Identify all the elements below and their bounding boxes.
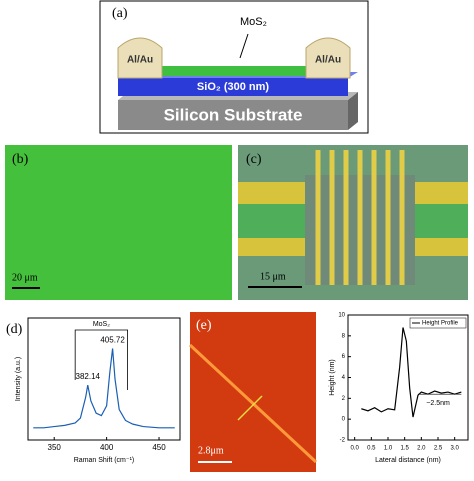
bracket-label: MoS₂ [93,321,110,328]
y-tick-label: 10 [338,313,345,319]
x-tick-label: 0.5 [367,446,376,452]
panel-label: (c) [246,152,262,167]
y-axis-label: Height (nm) [329,359,336,396]
substrate-label: Silicon Substrate [164,105,303,124]
panel-label: (b) [12,152,29,167]
x-tick-label: 350 [48,443,62,452]
oxide [118,78,348,96]
oxide-label: SiO₂ (300 nm) [197,81,269,93]
mos2-layer [150,66,318,76]
x-tick-label: 0.0 [350,446,359,452]
electrode-label: Al/Au [315,55,341,66]
bracket [74,329,128,390]
x-tick-label: 1.0 [384,446,393,452]
plot-frame [347,314,469,441]
substrate [118,100,348,130]
electrode-left [117,37,163,79]
electrode-label: Al/Au [127,55,153,66]
afm-image [190,312,316,472]
y-axis-label: Intensity (a.u.) [15,357,22,401]
legend-box [409,317,467,329]
peak-label: 405.72 [100,336,125,345]
x-tick-label: 400 [100,443,114,452]
electrode-right [305,37,351,79]
scale-label: 15 μm [260,271,286,282]
x-tick-label: 450 [152,443,166,452]
x-tick-label: 3.0 [450,446,459,452]
y-tick-label: 8 [342,333,346,339]
panel-label: (d) [6,322,23,337]
y-tick-label: 0 [342,417,346,423]
plot-frame [27,317,181,441]
profile-line [237,395,263,421]
x-tick-label: 2.0 [417,446,426,452]
data-line [33,348,175,429]
y-tick-label: 2 [342,396,346,402]
panel-label: (e) [196,318,212,333]
x-tick-label: 2.5 [434,446,443,452]
mos2-label: MoS₂ [240,16,267,28]
data-line [361,327,462,418]
x-tick-label: 1.5 [400,446,409,452]
y-tick-label: 6 [342,354,346,360]
x-axis-label: Raman Shift (cm⁻¹) [74,457,134,464]
x-axis-label: Lateral distance (nm) [375,457,441,464]
mos2-arrow [239,33,249,59]
y-tick-label: 4 [342,375,346,381]
scale-label: 2.8μm [198,445,224,456]
y-tick-label: -2 [340,438,346,444]
optical-image [5,145,232,300]
panel-label: (a) [112,6,128,21]
peak-label: 382.14 [76,372,101,381]
flake-edge [188,343,318,464]
scale-label: 20 μm [12,272,38,283]
annotation: ~2.5nm [426,400,450,407]
substrate-side [348,92,358,130]
fingers [315,150,405,285]
legend-label: Height Profile [422,321,459,327]
